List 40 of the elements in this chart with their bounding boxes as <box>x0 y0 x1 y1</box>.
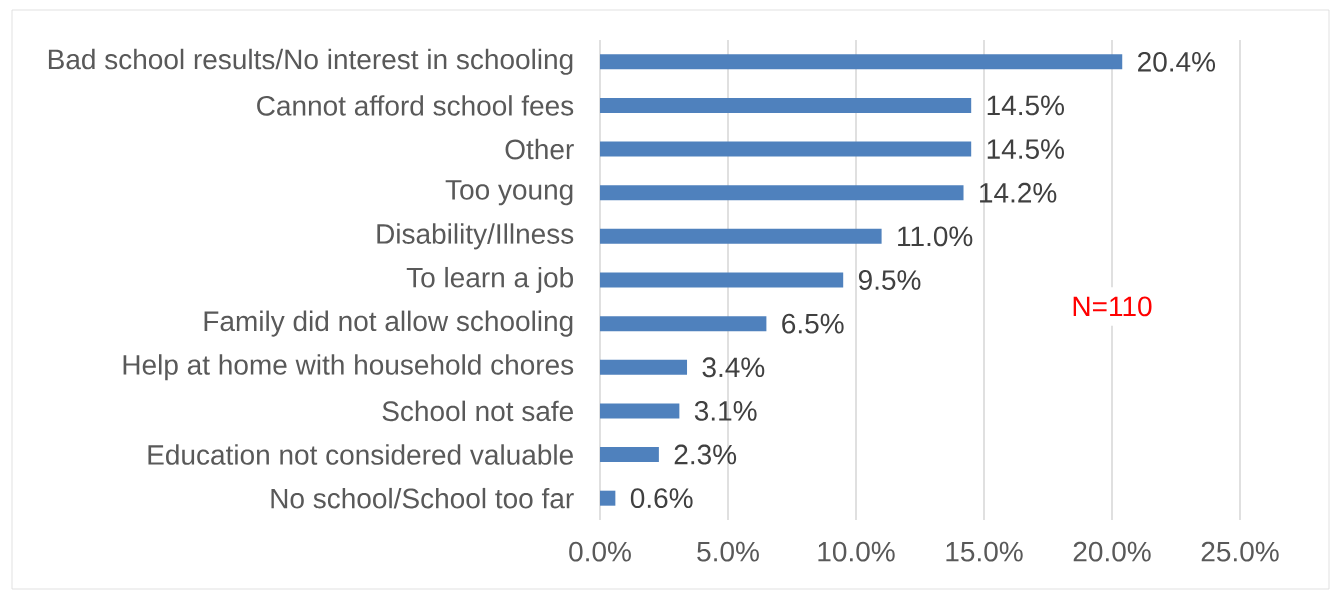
y-tick-label: Disability/Illness <box>377 223 574 250</box>
y-tick-label: Bad school results/No interest in schooling <box>48 48 573 75</box>
data-label: 6.5% <box>782 313 844 334</box>
bar <box>600 490 616 506</box>
annotation: N=110 <box>1073 296 1152 317</box>
data-label: 11.0% <box>898 226 973 247</box>
data-label: 9.5% <box>858 270 921 290</box>
data-label: 20.4% <box>1138 51 1216 72</box>
x-tick-label: 5.0% <box>697 541 759 562</box>
bar <box>600 403 680 419</box>
y-tick-label: Cannot afford school fees <box>257 95 574 116</box>
y-tick-label: Education not considered valuable <box>148 444 573 465</box>
y-tick-label: To learn a job <box>406 266 574 294</box>
x-tick-label: 20.0% <box>1073 541 1151 562</box>
bar <box>600 54 1123 70</box>
y-tick-label: Help at home with household chores <box>123 354 574 381</box>
bar <box>600 141 972 157</box>
bar <box>600 185 964 201</box>
x-tick-label: 10.0% <box>818 541 895 562</box>
data-label: 14.5% <box>987 139 1064 159</box>
x-tick-label: 25.0% <box>1201 541 1279 562</box>
data-label: 0.6% <box>630 488 693 509</box>
data-label: 3.1% <box>694 400 757 421</box>
bar <box>600 97 972 113</box>
bar <box>600 228 882 244</box>
x-tick-label: 0.0% <box>569 541 631 562</box>
bar <box>600 316 767 332</box>
data-label: 2.3% <box>674 444 737 465</box>
y-tick-label: No school/School too far <box>271 487 574 509</box>
y-tick-label: Family did not allow schooling <box>204 310 573 337</box>
bar <box>600 447 659 463</box>
y-tick-label: Too young <box>445 180 573 206</box>
bar <box>600 359 688 375</box>
y-tick-label: Other <box>505 138 574 160</box>
bar <box>600 272 844 288</box>
x-tick-label: 15.0% <box>946 541 1023 562</box>
data-label: 14.2% <box>980 182 1057 203</box>
data-label: 3.4% <box>702 357 765 378</box>
data-label: 14.5% <box>987 95 1064 116</box>
y-tick-label: School not safe <box>382 400 573 422</box>
